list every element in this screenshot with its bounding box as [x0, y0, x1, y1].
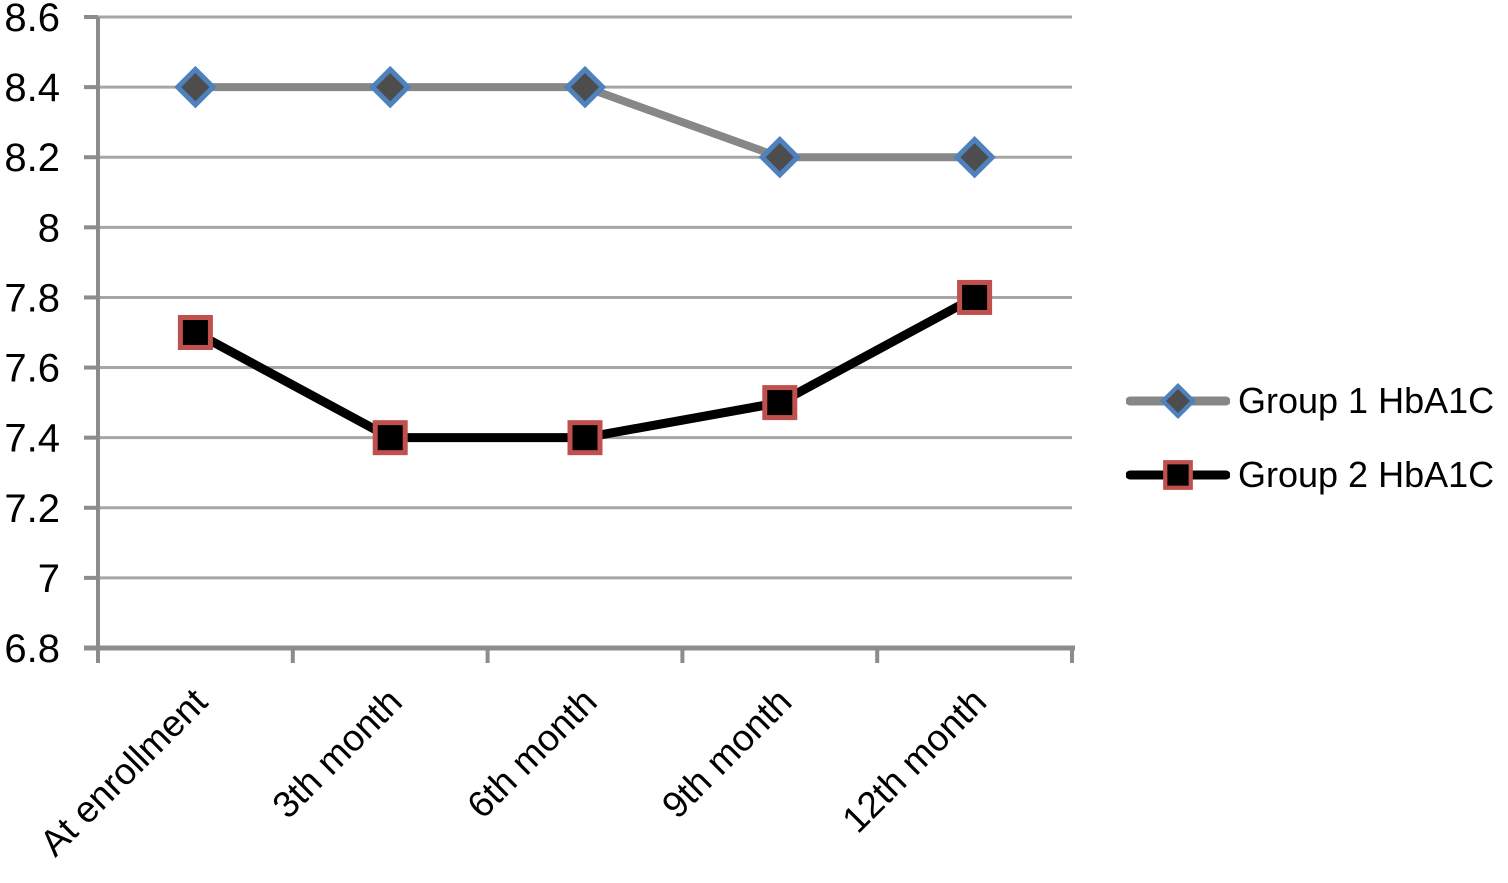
marker-group2-square-icon — [177, 315, 213, 350]
y-axis-label: 7.4 — [4, 417, 60, 461]
y-axis-label: 7.2 — [4, 487, 60, 531]
legend: Group 1 HbA1C Group 2 HbA1C — [1126, 381, 1494, 495]
legend-label-group1: Group 1 HbA1C — [1238, 380, 1495, 421]
marker-group2-square-icon — [957, 279, 993, 315]
marker-group2-square-icon — [372, 420, 408, 456]
legend-label-group2: Group 2 HbA1C — [1238, 454, 1495, 495]
marker-group2-square-icon — [762, 385, 798, 421]
legend-square-icon — [1163, 460, 1193, 490]
y-axis-label: 7.8 — [4, 276, 60, 320]
y-axis-label: 7.6 — [4, 347, 60, 391]
marker-group1-diamond-icon — [174, 65, 217, 109]
x-axis-label: 3th month — [265, 681, 410, 826]
legend-diamond-icon — [1159, 382, 1197, 420]
legend-item-group2: Group 2 HbA1C — [1126, 455, 1494, 495]
x-axis-label: At enrollment — [32, 680, 216, 864]
y-axis-label: 8.4 — [4, 66, 60, 110]
x-axis-label: 12th month — [834, 681, 994, 841]
y-axis-label: 6.8 — [4, 627, 60, 671]
y-axis-label: 8.6 — [4, 0, 60, 40]
y-axis-label: 8.2 — [4, 136, 60, 180]
legend-item-group1: Group 1 HbA1C — [1126, 381, 1494, 421]
marker-group1-diamond-icon — [758, 136, 802, 179]
legend-sample-group1-line-diamond-icon — [1126, 382, 1230, 420]
legend-sample-group2-line-square-icon — [1126, 460, 1230, 490]
y-axis-label: 7 — [38, 557, 60, 601]
y-axis-label: 8 — [38, 206, 60, 250]
x-axis-label: 6th month — [459, 681, 604, 826]
marker-group1-diamond-icon — [953, 136, 996, 179]
marker-group2-square-icon — [567, 420, 603, 456]
marker-group1-diamond-icon — [563, 65, 607, 109]
marker-group1-diamond-icon — [368, 65, 412, 109]
x-axis-label: 9th month — [654, 681, 799, 826]
